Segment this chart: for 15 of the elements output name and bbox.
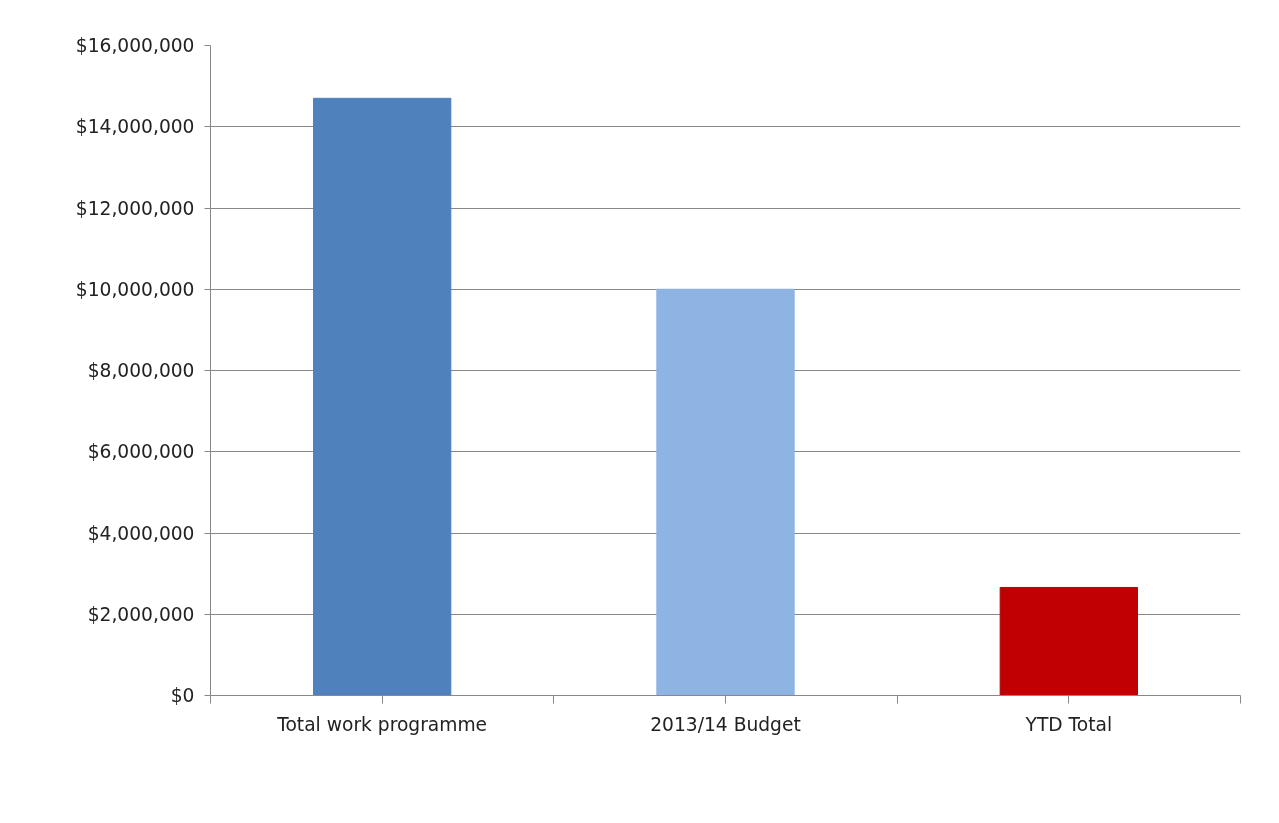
y-tick-label: $6,000,000 <box>87 441 195 463</box>
x-tick-label: 2013/14 Budget <box>650 713 801 735</box>
y-tick-label: $2,000,000 <box>87 603 195 625</box>
y-tick-label: $10,000,000 <box>75 278 195 300</box>
bar <box>313 97 452 696</box>
y-tick-label: $8,000,000 <box>87 360 195 381</box>
x-tick-label: Total work programme <box>276 713 488 735</box>
bar <box>999 586 1138 696</box>
y-tick-label: $0 <box>170 685 195 706</box>
y-tick-label: $14,000,000 <box>75 116 195 138</box>
x-tick-label: YTD Total <box>1024 713 1113 735</box>
y-tick-label: $16,000,000 <box>75 35 195 56</box>
y-tick-label: $12,000,000 <box>75 197 195 219</box>
y-tick-label: $4,000,000 <box>87 522 195 544</box>
bar <box>656 288 795 696</box>
